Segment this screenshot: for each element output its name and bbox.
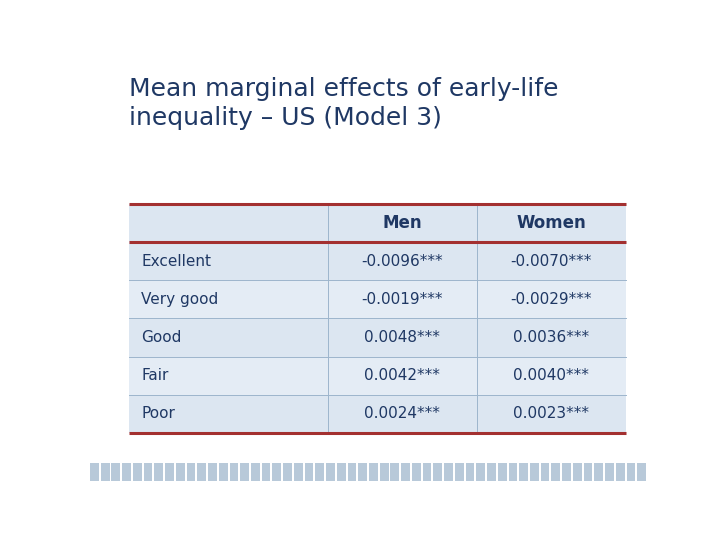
Bar [337,463,346,481]
Bar [379,463,389,481]
Text: 0.0048***: 0.0048*** [364,330,440,345]
Bar [369,463,378,481]
Bar [315,463,324,481]
Text: -0.0019***: -0.0019*** [361,292,443,307]
Bar [412,463,420,481]
Bar [176,463,184,481]
Bar [444,463,453,481]
Bar [101,463,109,481]
Text: -0.0096***: -0.0096*** [361,254,443,269]
Text: 0.0042***: 0.0042*** [364,368,440,383]
Text: Excellent: Excellent [141,254,212,269]
Bar [626,463,635,481]
Bar [401,463,410,481]
Text: Women: Women [516,214,586,232]
Bar [423,463,431,481]
Bar [90,463,99,481]
Text: Good: Good [141,330,182,345]
Bar [219,463,228,481]
Bar [433,463,442,481]
Bar [477,463,485,481]
Bar [294,463,302,481]
Bar [573,463,582,481]
Text: Mean marginal effects of early-life
inequality – US (Model 3): Mean marginal effects of early-life ineq… [129,77,559,130]
Bar [348,463,356,481]
Bar [584,463,593,481]
Bar [562,463,571,481]
Text: -0.0029***: -0.0029*** [510,292,592,307]
Text: 0.0040***: 0.0040*** [513,368,589,383]
Bar [541,463,549,481]
Bar [552,463,560,481]
Bar [637,463,646,481]
Bar [466,463,474,481]
Bar [508,463,517,481]
Bar [129,395,626,433]
Bar [112,463,120,481]
Bar [616,463,625,481]
Bar [129,319,626,356]
Bar [208,463,217,481]
Bar [305,463,313,481]
Bar [133,463,142,481]
Bar [230,463,238,481]
Bar [165,463,174,481]
Bar [487,463,496,481]
Bar [390,463,400,481]
Text: -0.0070***: -0.0070*** [510,254,592,269]
Text: Men: Men [382,214,422,232]
Bar [455,463,464,481]
Bar [154,463,163,481]
Bar [129,280,626,319]
Bar [530,463,539,481]
Bar [359,463,367,481]
Bar [272,463,282,481]
Bar [129,242,626,280]
Bar [186,463,195,481]
Text: Very good: Very good [141,292,219,307]
Bar [498,463,507,481]
Text: 0.0036***: 0.0036*** [513,330,589,345]
Bar [122,463,131,481]
Bar [129,356,626,395]
Bar [129,204,626,242]
Bar [251,463,260,481]
Bar [594,463,603,481]
Text: Fair: Fair [141,368,169,383]
Bar [261,463,271,481]
Bar [144,463,153,481]
Bar [283,463,292,481]
Text: 0.0023***: 0.0023*** [513,406,589,421]
Bar [240,463,249,481]
Bar [326,463,335,481]
Bar [197,463,206,481]
Bar [605,463,614,481]
Bar [519,463,528,481]
Text: 0.0024***: 0.0024*** [364,406,440,421]
Text: Poor: Poor [141,406,176,421]
